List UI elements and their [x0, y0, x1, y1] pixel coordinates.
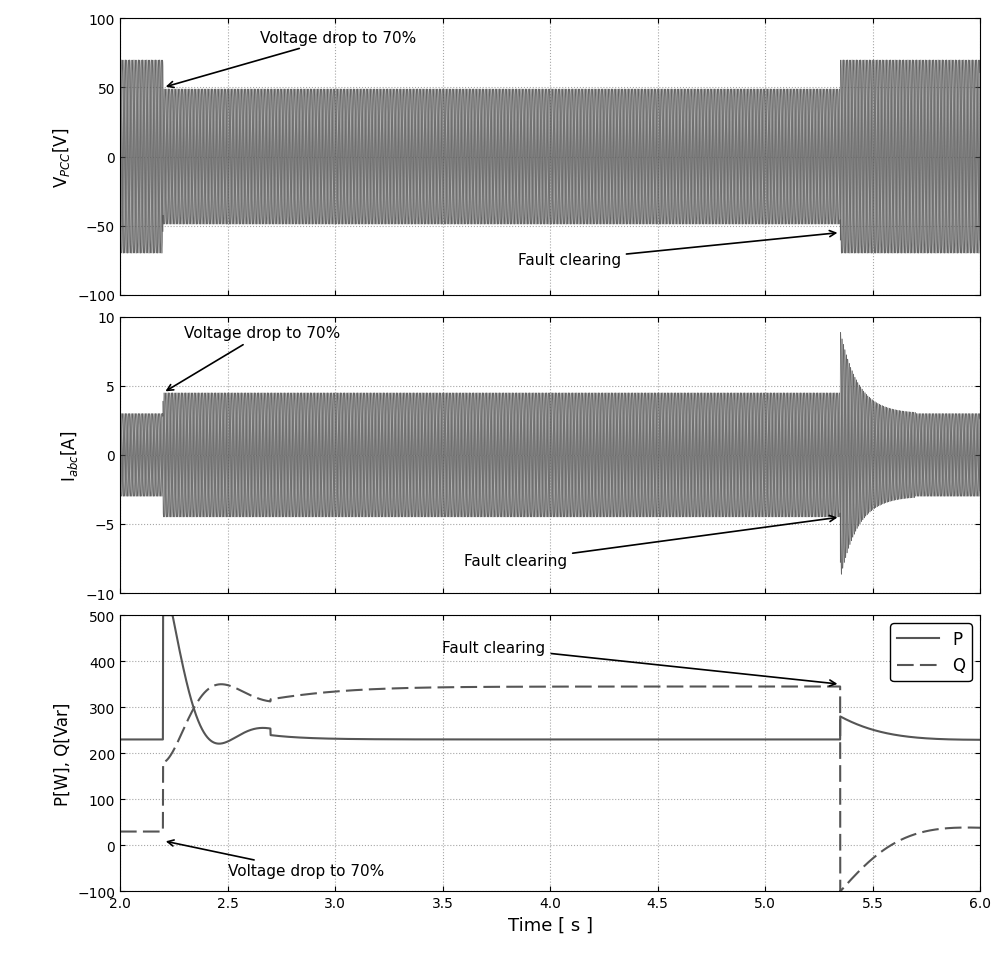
Q — [215, 678, 227, 690]
Text: Voltage drop to 70%: Voltage drop to 70% — [167, 31, 416, 88]
Y-axis label: I$_{abc}$[A]: I$_{abc}$[A] — [59, 429, 80, 482]
P — [157, 610, 169, 621]
Q — [114, 826, 126, 837]
P — [764, 734, 776, 745]
Text: Fault clearing: Fault clearing — [464, 516, 836, 569]
Q — [629, 681, 641, 693]
Q — [645, 681, 657, 693]
Text: Fault clearing: Fault clearing — [442, 641, 836, 686]
P — [974, 735, 986, 746]
P — [856, 721, 868, 733]
Y-axis label: V$_{PCC}$[V]: V$_{PCC}$[V] — [51, 127, 72, 187]
Legend: P, Q: P, Q — [890, 624, 972, 681]
P — [629, 734, 641, 745]
P — [114, 734, 126, 745]
Line: P: P — [120, 615, 980, 744]
P — [645, 734, 657, 745]
Q — [834, 886, 846, 897]
Q — [378, 683, 390, 695]
Text: Fault clearing: Fault clearing — [518, 232, 836, 268]
Q — [764, 681, 776, 693]
X-axis label: Time [ s ]: Time [ s ] — [508, 916, 592, 934]
Q — [856, 862, 868, 874]
Text: Voltage drop to 70%: Voltage drop to 70% — [168, 840, 384, 878]
P — [378, 734, 390, 745]
P — [826, 734, 838, 745]
Q — [974, 822, 986, 833]
P — [213, 738, 225, 750]
Y-axis label: P[W], Q[Var]: P[W], Q[Var] — [54, 702, 72, 805]
Q — [826, 681, 838, 693]
Text: Voltage drop to 70%: Voltage drop to 70% — [167, 327, 341, 391]
Line: Q: Q — [120, 684, 980, 891]
